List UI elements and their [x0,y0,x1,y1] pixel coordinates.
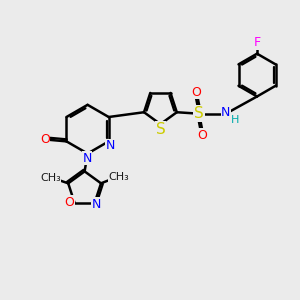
Text: N: N [221,106,230,119]
Text: CH₃: CH₃ [40,173,61,183]
Text: O: O [197,129,207,142]
Text: O: O [64,196,74,209]
Text: H: H [231,115,239,125]
Text: N: N [92,198,101,211]
Text: N: N [82,152,92,164]
Text: N: N [106,139,115,152]
Text: O: O [40,134,50,146]
Text: F: F [254,36,261,49]
Text: S: S [155,122,165,137]
Text: CH₃: CH₃ [109,172,129,182]
Text: O: O [191,86,201,99]
Text: S: S [194,106,204,121]
